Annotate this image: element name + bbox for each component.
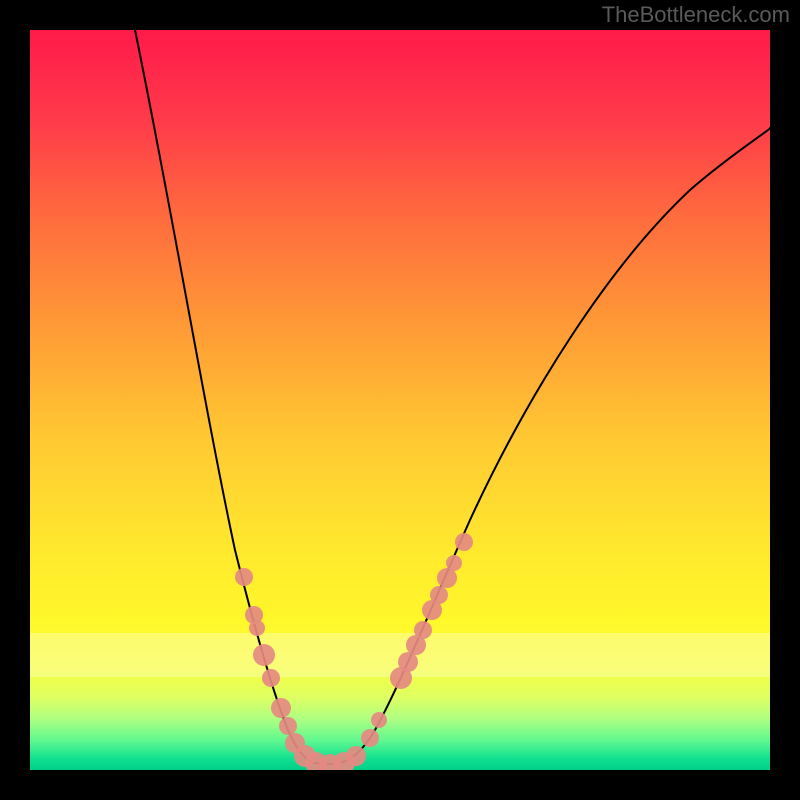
curve-marker	[253, 644, 275, 666]
curve-marker	[414, 621, 432, 639]
curve-marker	[235, 568, 253, 586]
curve-marker	[346, 746, 366, 766]
curve-left	[135, 30, 332, 764]
curve-marker	[271, 698, 291, 718]
curve-marker	[430, 586, 448, 604]
curve-marker	[446, 555, 462, 571]
curve-marker	[249, 620, 265, 636]
curve-marker	[455, 533, 473, 551]
curve-marker	[262, 669, 280, 687]
curve-marker	[371, 712, 387, 728]
curve-marker	[437, 568, 457, 588]
curve-marker	[361, 729, 379, 747]
plot-area	[30, 30, 770, 770]
watermark-text: TheBottleneck.com	[602, 2, 790, 28]
curve-marker	[398, 652, 418, 672]
